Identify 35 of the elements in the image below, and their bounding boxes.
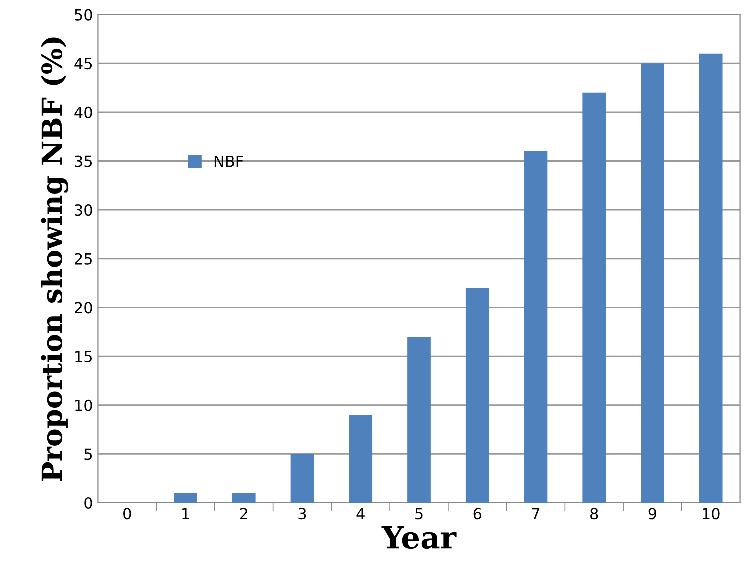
bar [349,415,373,503]
legend-label: NBF [214,156,244,168]
bar [232,493,256,503]
y-tick-label: 5 [84,448,92,460]
y-tick-label: 25 [75,253,92,265]
x-tick-label: 3 [298,508,306,520]
bar [582,92,606,503]
bar [524,151,548,503]
y-tick-label: 10 [76,400,92,412]
y-tick-label: 50 [75,9,92,21]
x-tick-label: 9 [648,508,657,520]
y-axis-title: Proportion showing NBF (%) [41,38,68,482]
x-tick-label: 8 [590,508,598,520]
x-tick-label: 4 [356,508,365,520]
x-tick-label: 10 [703,508,720,520]
bar [466,288,490,503]
x-tick-label: 6 [474,508,482,520]
x-axis-title: Year [382,526,457,550]
x-tick-label: 2 [240,508,248,520]
y-tick-label: 45 [74,58,92,70]
y-tick-label: 35 [75,156,92,168]
y-tick-label: 40 [74,106,92,118]
x-tick-label: 1 [182,508,190,520]
y-tick-label: 20 [75,302,92,314]
bar [408,337,431,503]
x-tick-label: 5 [416,508,423,520]
y-tick-label: 15 [76,351,92,363]
bar [174,493,198,503]
y-tick-label: 0 [84,497,92,510]
x-tick-label: 7 [532,508,540,520]
bar [641,64,664,503]
y-tick-label: 30 [75,204,92,216]
x-tick-label: 0 [124,508,132,520]
bar [290,454,314,503]
bar [699,54,723,503]
